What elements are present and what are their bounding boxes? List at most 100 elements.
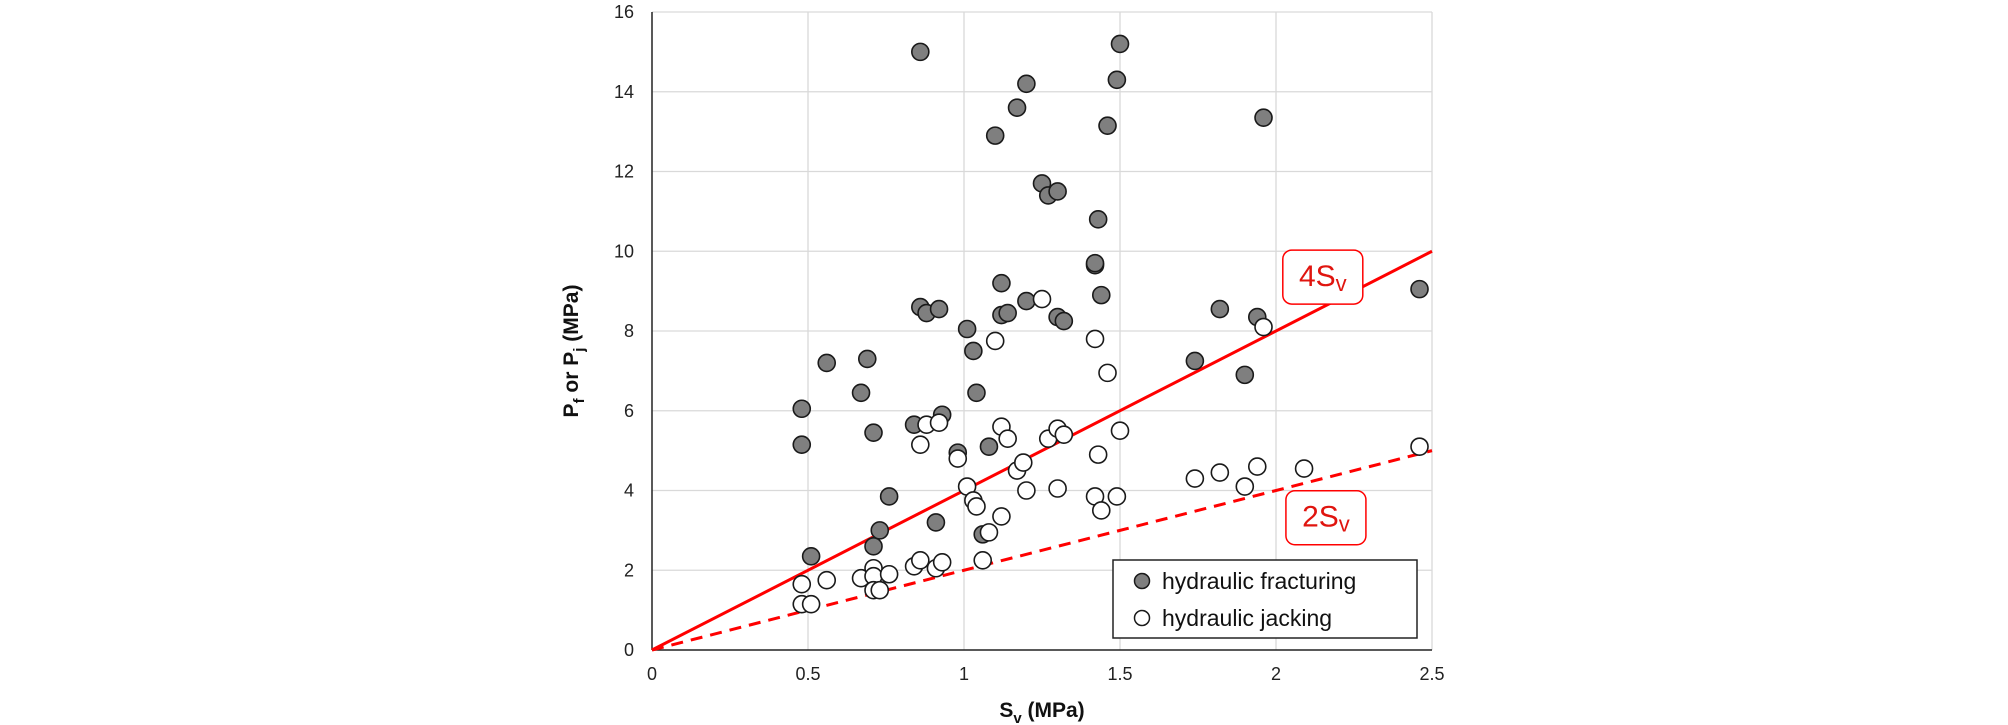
- jacking-point: [1017, 481, 1036, 500]
- y-axis-title: Pf or Pj (MPa): [560, 285, 588, 418]
- legend: hydraulic fracturing hydraulic jacking: [1112, 559, 1418, 639]
- jacking-point: [1032, 289, 1052, 309]
- fracturing-point: [792, 435, 812, 454]
- y-tick-label: 4: [624, 481, 634, 501]
- y-axis-title-p1: P: [560, 403, 583, 417]
- jacking-point: [1107, 487, 1127, 506]
- jacking-point: [1294, 459, 1314, 478]
- fracturing-point: [817, 353, 837, 373]
- annotation-4sv: 4Sv: [1282, 249, 1364, 305]
- x-axis-title: Sv (MPa): [999, 699, 1084, 725]
- y-tick-label: 16: [614, 2, 634, 22]
- jacking-point: [1098, 363, 1117, 383]
- annotation-4sv-main: 4S: [1299, 260, 1336, 293]
- fracturing-point: [1235, 365, 1255, 385]
- fracturing-point: [1088, 210, 1108, 229]
- x-tick-labels: 0 0.5 1 1.5 2 2.5: [647, 664, 1445, 684]
- fracturing-point: [870, 521, 890, 540]
- fracturing-point: [1091, 285, 1111, 305]
- jacking-point: [870, 580, 890, 600]
- legend-label-fracturing: hydraulic fracturing: [1162, 568, 1356, 594]
- jacking-point: [932, 552, 952, 572]
- fracturing-point: [985, 126, 1005, 145]
- jacking-point: [1013, 453, 1033, 472]
- jacking-point: [1110, 421, 1130, 440]
- jacking-point: [911, 550, 930, 570]
- jacking-point: [973, 550, 993, 570]
- fracturing-point: [979, 437, 999, 456]
- jacking-point: [979, 523, 999, 542]
- annotation-2sv: 2Sv: [1285, 489, 1367, 546]
- x-axis-title-rest: (MPa): [1022, 699, 1085, 722]
- jacking-point: [998, 429, 1017, 448]
- annotation-2sv-label: 2Sv: [1302, 501, 1350, 537]
- legend-marker-jacking: [1133, 609, 1151, 627]
- fracturing-point: [1210, 299, 1230, 319]
- fracturing-point: [1007, 98, 1027, 117]
- fracturing-point: [792, 399, 812, 419]
- jacking-point: [948, 449, 968, 468]
- jacking-point: [1254, 317, 1273, 337]
- fracturing-point: [998, 303, 1017, 323]
- fracturing-point: [1085, 253, 1105, 273]
- jacking-point: [1247, 457, 1267, 476]
- data-points: [792, 34, 1429, 614]
- fracturing-point: [1054, 311, 1074, 331]
- x-tick-label: 0: [647, 664, 657, 684]
- jacking-point: [1054, 425, 1074, 444]
- fracturing-point: [1185, 351, 1205, 371]
- annotation-4sv-sub: v: [1336, 271, 1347, 296]
- legend-marker-fracturing: [1133, 572, 1151, 590]
- fracturing-point: [879, 487, 899, 506]
- y-tick-label: 0: [624, 640, 634, 660]
- jacking-point: [1185, 469, 1205, 488]
- fracturing-point: [957, 319, 977, 339]
- annotation-4sv-label: 4Sv: [1299, 260, 1347, 296]
- x-tick-label: 1.5: [1107, 664, 1132, 684]
- x-tick-label: 1: [959, 664, 969, 684]
- y-axis-title-rest: (MPa): [560, 285, 583, 348]
- jacking-point: [879, 564, 899, 584]
- fracturing-point: [1017, 74, 1036, 94]
- fracturing-point: [926, 513, 946, 532]
- reference-line-4sv: [651, 249, 1433, 652]
- legend-box: [1112, 559, 1418, 639]
- fracturing-point: [967, 383, 986, 403]
- jacking-point: [967, 497, 986, 516]
- jacking-point: [1210, 463, 1230, 482]
- y-axis-title-mid: or P: [560, 352, 583, 399]
- fracturing-point: [857, 349, 877, 369]
- x-axis-title-main: S: [999, 699, 1013, 722]
- fracturing-point: [929, 299, 949, 319]
- fracturing-point: [1110, 34, 1130, 54]
- legend-label-jacking: hydraulic jacking: [1162, 605, 1332, 631]
- fracturing-point: [964, 341, 983, 361]
- y-tick-label: 8: [624, 321, 634, 341]
- jacking-point: [1088, 445, 1108, 464]
- jacking-point: [929, 413, 949, 433]
- reference-lines: [651, 249, 1433, 652]
- y-tick-label: 6: [624, 401, 634, 421]
- y-tick-label: 10: [614, 241, 634, 261]
- annotation-2sv-main: 2S: [1302, 501, 1339, 534]
- jacking-point: [801, 594, 821, 614]
- fracturing-point: [1410, 279, 1429, 299]
- axes: [651, 12, 1432, 651]
- reference-line-2sv: [651, 449, 1433, 652]
- fracturing-point: [992, 273, 1011, 293]
- jacking-point: [792, 574, 812, 594]
- fracturing-point: [801, 546, 821, 566]
- jacking-point: [1091, 501, 1111, 520]
- annotation-2sv-box: [1285, 489, 1367, 546]
- x-axis-title-sub: v: [1013, 710, 1022, 725]
- fracturing-point: [1017, 291, 1036, 311]
- jacking-point: [1410, 437, 1429, 456]
- fracturing-point: [864, 423, 883, 442]
- jacking-point: [1085, 329, 1105, 349]
- y-tick-label: 12: [614, 162, 634, 182]
- fracturing-point: [1098, 116, 1117, 135]
- annotation-2sv-sub: v: [1339, 512, 1350, 537]
- x-tick-label: 2.5: [1419, 664, 1444, 684]
